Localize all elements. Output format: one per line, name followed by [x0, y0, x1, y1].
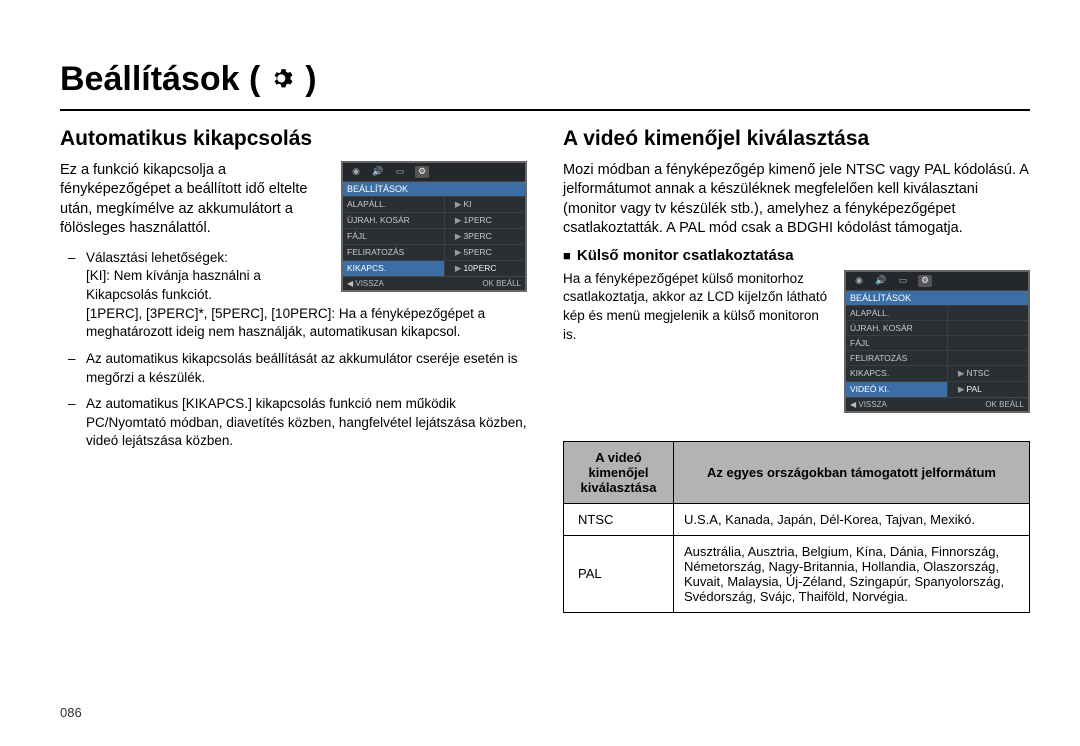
- table-header-2: Az egyes országokban támogatott jelformá…: [674, 441, 1030, 503]
- left-heading: Automatikus kikapcsolás: [60, 127, 527, 151]
- cell-ntsc-countries: U.S.A, Kanada, Japán, Dél-Korea, Tajvan,…: [674, 503, 1030, 535]
- gear-icon: [270, 62, 296, 101]
- table-row: NTSC U.S.A, Kanada, Japán, Dél-Korea, Ta…: [564, 503, 1030, 535]
- bullet-line-0: [KI]: Nem kívánja használni a Kikapcsolá…: [86, 267, 527, 304]
- table-row: PAL Ausztrália, Ausztria, Belgium, Kína,…: [564, 535, 1030, 612]
- ui-header-left: BEÁLLÍTÁSOK: [343, 182, 525, 196]
- left-bullets: Választási lehetőségek: [KI]: Nem kívánj…: [60, 249, 527, 451]
- ui-back-right: ◀ VISSZA: [850, 400, 887, 409]
- camera-icon: ◉: [349, 166, 363, 178]
- video-format-table: A videó kimenőjel kiválasztása Az egyes …: [563, 441, 1030, 613]
- cell-pal-countries: Ausztrália, Ausztria, Belgium, Kína, Dán…: [674, 535, 1030, 612]
- menu-row: VIDEÓ KI.▶PAL: [846, 381, 1028, 397]
- title-suffix: ): [305, 60, 316, 98]
- page-number: 086: [60, 705, 82, 720]
- menu-row: FELIRATOZÁS: [846, 350, 1028, 365]
- menu-row: ALAPÁLL.: [846, 305, 1028, 320]
- bullet-lead: Választási lehetőségek:: [86, 249, 527, 268]
- ui-ok-right: OK BEÁLL: [985, 400, 1024, 409]
- ui-header-right: BEÁLLÍTÁSOK: [846, 291, 1028, 305]
- left-column: Automatikus kikapcsolás ◉ 🔊 ▭ ⚙ BEÁLLÍTÁ…: [60, 127, 527, 613]
- right-subhead: ■ Külső monitor csatlakoztatása: [563, 247, 1030, 264]
- title-rule: [60, 109, 1030, 111]
- display-icon: ▭: [393, 166, 407, 178]
- square-bullet-icon: ■: [563, 248, 571, 263]
- cell-ntsc: NTSC: [564, 503, 674, 535]
- table-header-1: A videó kimenőjel kiválasztása: [564, 441, 674, 503]
- display-icon: ▭: [896, 275, 910, 287]
- sound-icon: 🔊: [371, 166, 385, 178]
- menu-row: ÚJRAH. KOSÁR▶1PERC: [343, 212, 525, 228]
- right-column: A videó kimenőjel kiválasztása Mozi módb…: [563, 127, 1030, 613]
- menu-row: FÁJL▶3PERC: [343, 228, 525, 244]
- menu-row: ALAPÁLL.▶KI: [343, 196, 525, 212]
- subhead-text: Külső monitor csatlakoztatása: [577, 247, 794, 264]
- settings-tab-icon: ⚙: [918, 275, 932, 287]
- right-intro: Mozi módban a fényképezőgép kimenő jele …: [563, 161, 1030, 239]
- bullet-2: Az automatikus [KIKAPCS.] kikapcsolás fu…: [86, 395, 527, 451]
- bullet-1: Az automatikus kikapcsolás beállítását a…: [86, 350, 527, 387]
- cell-pal: PAL: [564, 535, 674, 612]
- camera-menu-screenshot-right: ◉ 🔊 ▭ ⚙ BEÁLLÍTÁSOK ALAPÁLL.ÚJRAH. KOSÁR…: [844, 270, 1030, 413]
- page-title: Beállítások ( ): [60, 60, 1030, 101]
- settings-tab-icon: ⚙: [415, 166, 429, 178]
- right-heading: A videó kimenőjel kiválasztása: [563, 127, 1030, 151]
- title-text: Beállítások (: [60, 60, 260, 98]
- menu-row: FÁJL: [846, 335, 1028, 350]
- menu-row: ÚJRAH. KOSÁR: [846, 320, 1028, 335]
- sound-icon: 🔊: [874, 275, 888, 287]
- camera-icon: ◉: [852, 275, 866, 287]
- bullet-line-1: [1PERC], [3PERC]*, [5PERC], [10PERC]: Ha…: [86, 305, 527, 342]
- menu-row: KIKAPCS.▶NTSC: [846, 365, 1028, 381]
